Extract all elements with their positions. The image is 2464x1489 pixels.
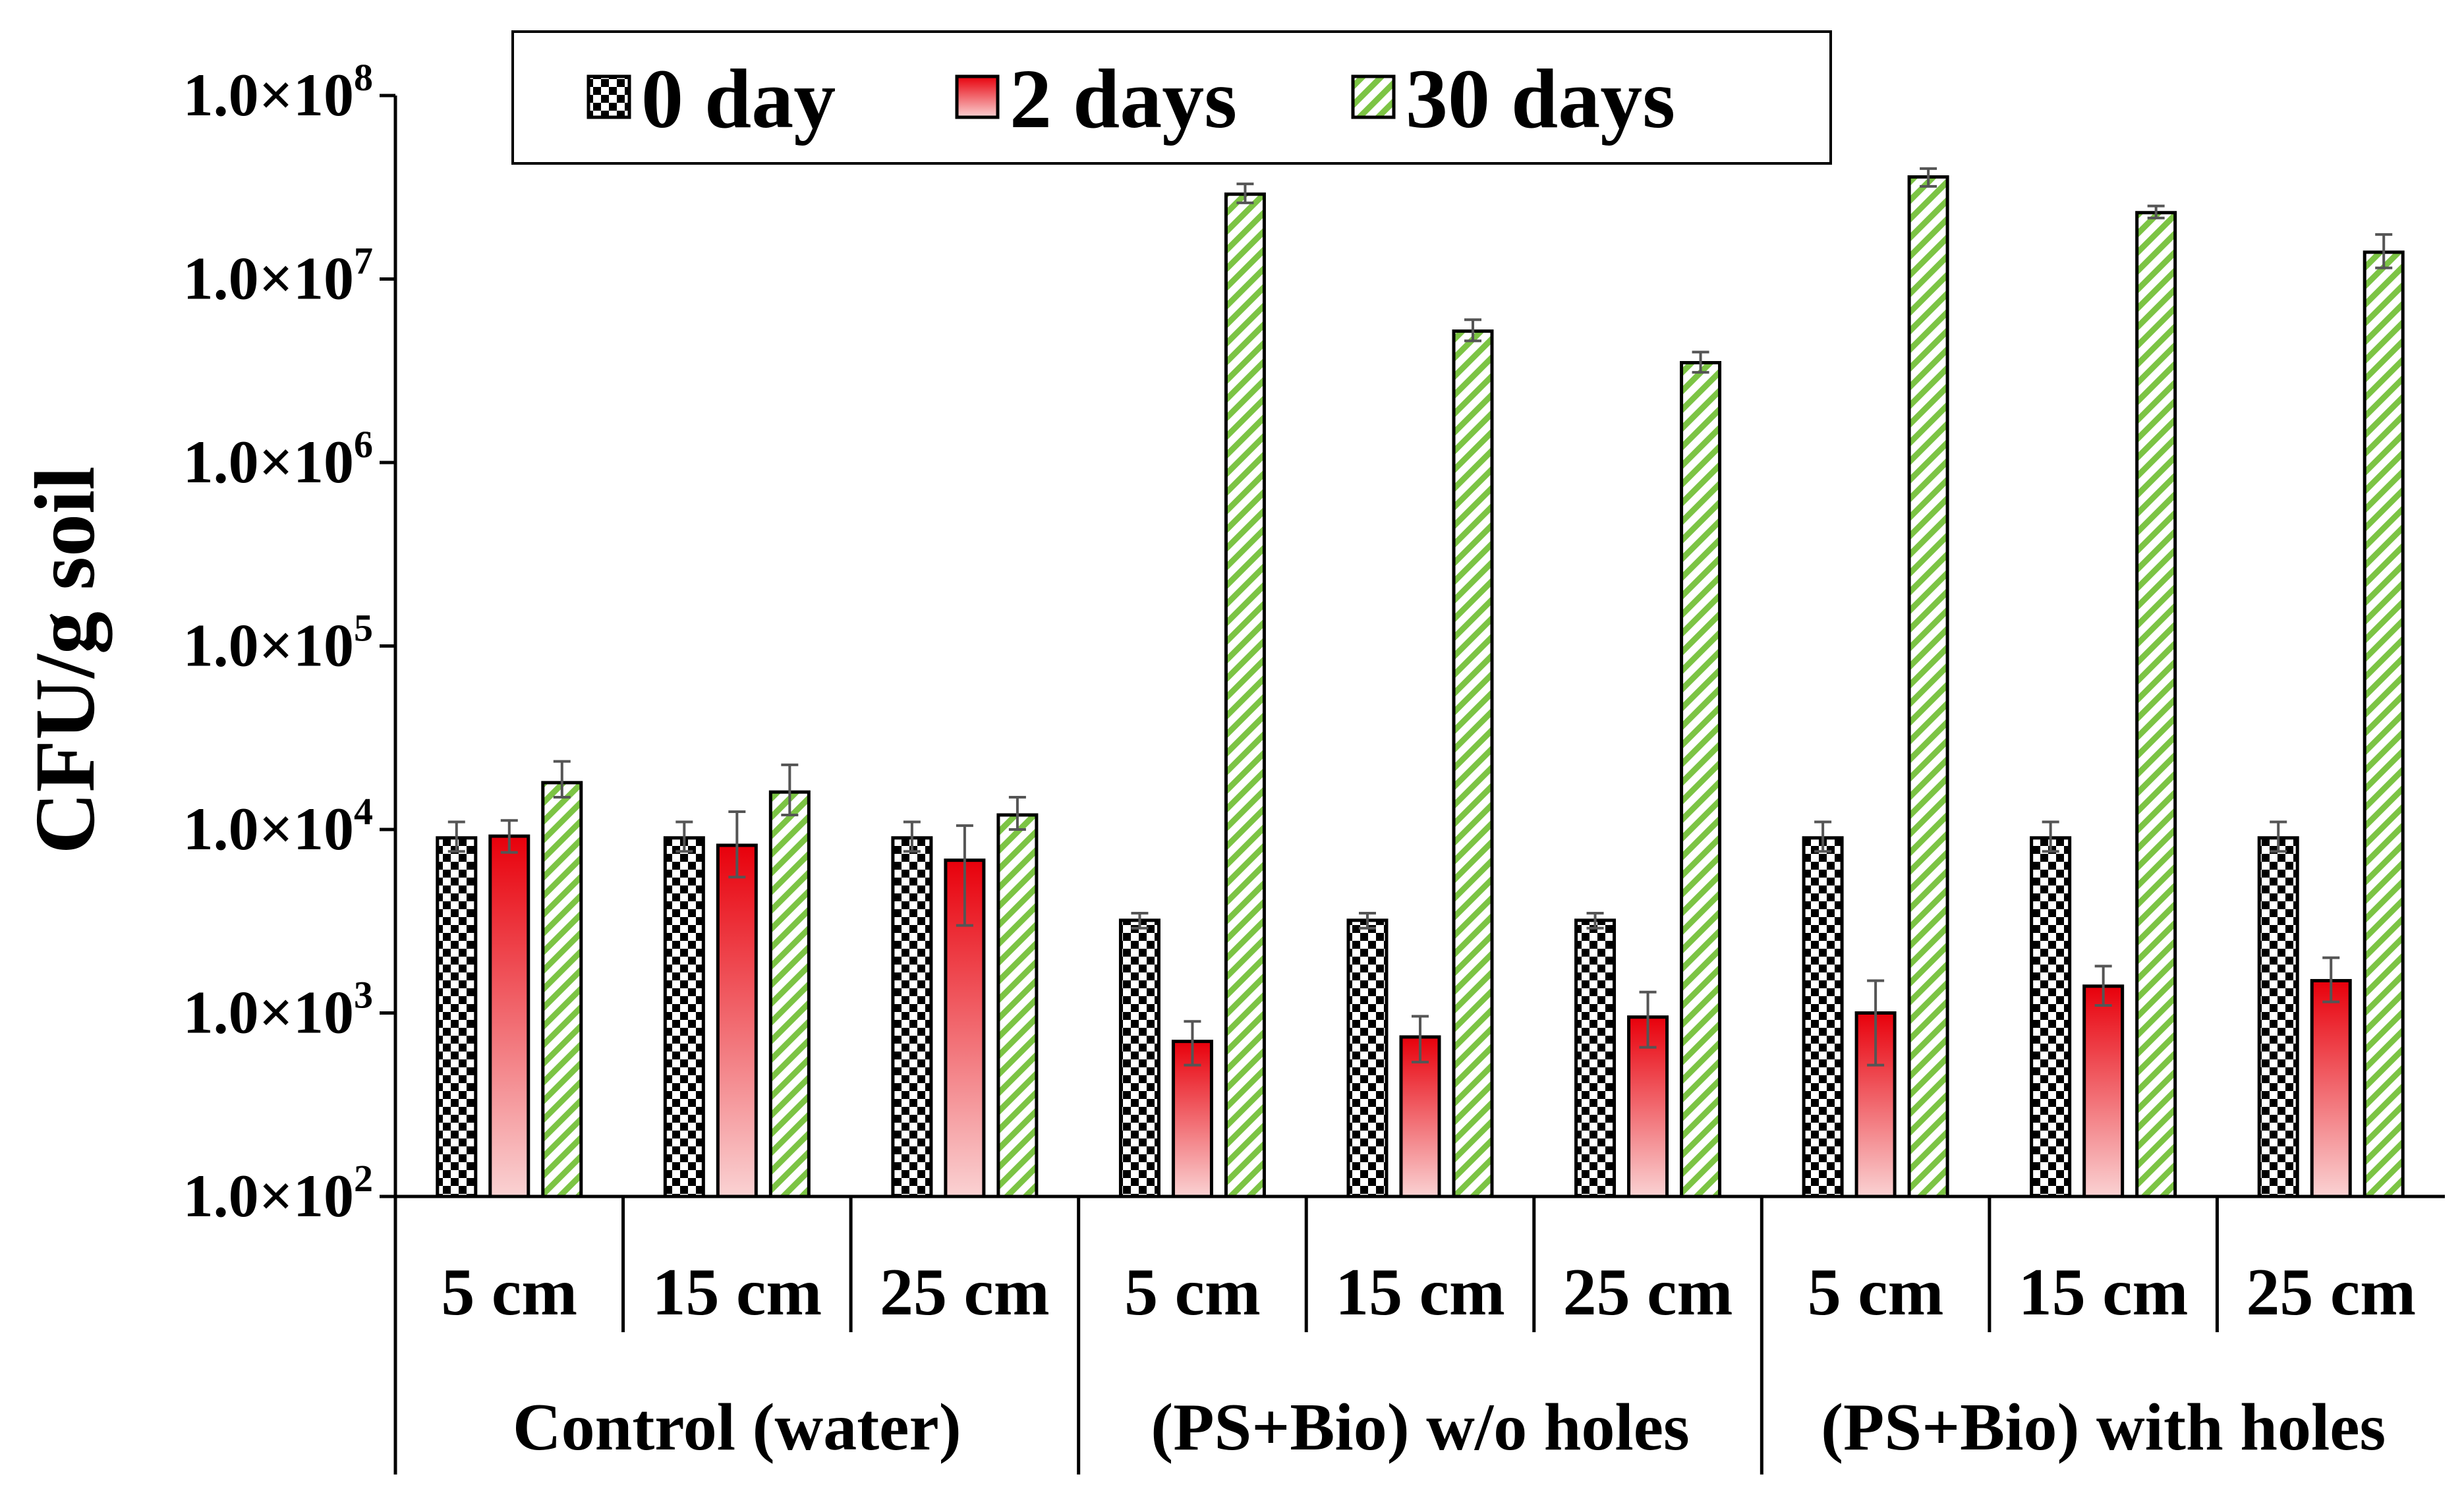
group-label: (PS+Bio) with holes — [1821, 1390, 2386, 1465]
bar-30-days — [1452, 329, 1494, 1198]
bar-30-days — [541, 781, 583, 1198]
bars — [436, 167, 2405, 1198]
bar-30-days — [1680, 360, 1722, 1198]
bar-2-days — [1171, 1040, 1213, 1198]
y-tick-label: 1.0×105 — [183, 607, 373, 679]
y-ticks: 1.0×1021.0×1031.0×1041.0×1051.0×1061.0×1… — [183, 56, 395, 1229]
legend-swatch — [955, 74, 1000, 119]
y-tick-base: 1.0×10 — [183, 612, 354, 679]
y-tick-base: 1.0×10 — [183, 979, 354, 1046]
bar-2-days — [2082, 984, 2125, 1198]
x-category-label: 15 cm — [652, 1255, 822, 1330]
bar-30-days — [2135, 211, 2177, 1198]
x-category-label: 25 cm — [2246, 1255, 2416, 1330]
bar-0-day — [891, 836, 933, 1198]
x-category-label: 5 cm — [1124, 1255, 1261, 1330]
y-tick-exponent: 8 — [354, 56, 373, 99]
y-tick-base: 1.0×10 — [183, 1162, 354, 1229]
legend-label: 30 days — [1406, 52, 1675, 146]
group-label: Control (water) — [513, 1390, 961, 1465]
bar-0-day — [1346, 918, 1389, 1198]
legend-swatch — [1351, 74, 1396, 119]
legend: 0 day 2 days 30 days — [511, 30, 1832, 165]
legend-box — [511, 30, 1832, 165]
y-tick-exponent: 6 — [354, 423, 373, 466]
legend-swatch — [587, 74, 631, 119]
x-category-label: 5 cm — [1808, 1255, 1944, 1330]
y-tick-label: 1.0×104 — [183, 790, 373, 862]
bar-0-day — [436, 836, 478, 1198]
bar-30-days — [2363, 250, 2405, 1198]
x-categories: 5 cm 15 cm 25 cm 5 cm 15 cm 25 cm 5 cm 15 cm 25 … — [441, 1196, 2416, 1475]
bar-0-day — [2030, 836, 2072, 1198]
y-tick-base: 1.0×10 — [183, 245, 354, 312]
y-tick-exponent: 5 — [354, 607, 373, 650]
y-tick-exponent: 3 — [354, 974, 373, 1017]
legend-label: 2 days — [1010, 52, 1237, 146]
y-tick-label: 1.0×102 — [183, 1157, 373, 1229]
y-tick-label: 1.0×107 — [183, 240, 373, 312]
bar-0-day — [663, 836, 705, 1198]
x-category-label: 15 cm — [1335, 1255, 1505, 1330]
y-tick-label: 1.0×106 — [183, 423, 373, 495]
bar-0-day — [1574, 918, 1617, 1198]
bar-30-days — [768, 790, 811, 1198]
y-tick-exponent: 4 — [354, 790, 373, 833]
x-category-label: 25 cm — [880, 1255, 1050, 1330]
bar-30-days — [1907, 175, 1949, 1198]
y-tick-exponent: 2 — [354, 1157, 373, 1200]
bar-2-days — [1399, 1035, 1441, 1198]
bar-2-days — [2310, 978, 2352, 1198]
legend-label: 0 day — [641, 52, 836, 146]
y-tick-label: 1.0×108 — [183, 56, 373, 128]
bar-0-day — [2257, 836, 2299, 1198]
group-label: (PS+Bio) w/o holes — [1151, 1390, 1690, 1465]
x-category-label: 5 cm — [441, 1255, 577, 1330]
bar-30-days — [996, 813, 1039, 1198]
bar-2-days — [716, 843, 758, 1198]
y-axis-label: CFU/g soil — [18, 466, 113, 855]
x-category-label: 15 cm — [2019, 1255, 2189, 1330]
y-tick-base: 1.0×10 — [183, 795, 354, 862]
bar-0-day — [1118, 918, 1160, 1198]
y-tick-label: 1.0×103 — [183, 974, 373, 1046]
bar-30-days — [1224, 192, 1266, 1198]
y-tick-base: 1.0×10 — [183, 428, 354, 495]
x-category-label: 25 cm — [1563, 1255, 1733, 1330]
y-tick-exponent: 7 — [354, 240, 373, 283]
bar-0-day — [1802, 836, 1844, 1198]
y-tick-base: 1.0×10 — [183, 61, 354, 128]
bar-2-days — [488, 834, 530, 1198]
legend-items: 0 day 2 days 30 days — [587, 52, 1675, 146]
